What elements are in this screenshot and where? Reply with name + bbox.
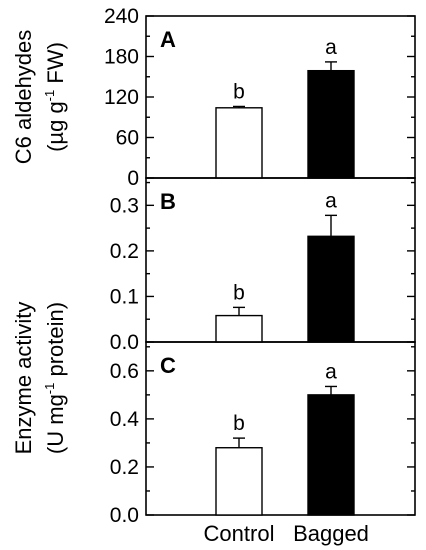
panel-c-tick-label: 0.0 <box>110 504 139 527</box>
panel-b-bar-bagged <box>307 235 355 343</box>
panel-c-frame <box>145 341 416 516</box>
panel-a-tick-label: 60 <box>116 127 139 150</box>
panel-b-tick-label: 0.1 <box>110 285 139 308</box>
panel-b-frame <box>145 177 416 343</box>
panel-a-letter: A <box>160 27 176 52</box>
panel-b-sig-letter-control: b <box>233 281 245 304</box>
panel-c-letter: C <box>160 353 176 378</box>
label-text: (U mg <box>43 394 68 454</box>
panel-b-tick-label: 0.0 <box>110 331 139 354</box>
panel-a-tick-label: 120 <box>104 86 139 109</box>
label-text: (µg g <box>43 101 68 152</box>
panel-a-frame <box>145 15 416 179</box>
panel-c-tick-label: 0.4 <box>110 408 140 431</box>
panel-b-tick-label: 0.3 <box>110 194 139 217</box>
panel-a-sig-letter-control: b <box>233 80 245 103</box>
y-axis-label-2-line2: (U mg-1 protein) <box>42 302 68 454</box>
panel-a-bar-bagged <box>307 69 355 179</box>
panel-c-tick-label: 0.2 <box>110 456 139 479</box>
panel-c-bar-control <box>215 447 263 516</box>
panel-c-bar-bagged <box>307 394 355 516</box>
y-axis-label-1-line2: (µg g-1 FW) <box>42 42 68 152</box>
panel-a-tick-label: 180 <box>104 46 139 69</box>
x-category-label-control: Control <box>204 521 275 546</box>
panel-a-bar-control <box>215 107 263 179</box>
superscript: -1 <box>42 90 57 102</box>
panel-b-bar-control <box>215 314 263 343</box>
panel-a-sig-letter-bagged: a <box>325 36 337 59</box>
label-text: FW) <box>43 42 68 90</box>
panel-a-tick-label: 240 <box>104 5 139 28</box>
superscript: -1 <box>42 383 57 395</box>
panel-b-letter: B <box>160 189 176 214</box>
panel-c-sig-letter-bagged: a <box>325 360 337 383</box>
panel-c-tick-label: 0.6 <box>110 360 139 383</box>
y-axis-label-1-line1: C6 aldehydes <box>11 30 36 165</box>
x-category-label-bagged: Bagged <box>293 521 369 546</box>
panel-a-tick-label: 0 <box>127 167 139 190</box>
panel-b-tick-label: 0.2 <box>110 240 139 263</box>
label-text: protein) <box>43 302 68 383</box>
panel-c-sig-letter-control: b <box>233 412 245 435</box>
y-axis-label-2-line1: Enzyme activity <box>11 302 36 455</box>
panel-b-sig-letter-bagged: a <box>325 189 337 212</box>
